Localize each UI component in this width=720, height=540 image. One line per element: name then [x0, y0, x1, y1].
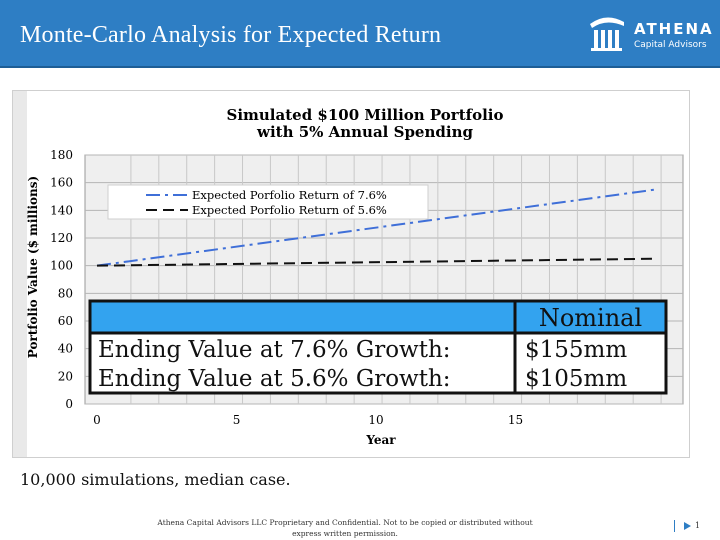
disclaimer-line-1: Athena Capital Advisors LLC Proprietary …	[157, 518, 533, 527]
header-bar: Monte-Carlo Analysis for Expected Return…	[0, 0, 720, 66]
logo-subtitle: Capital Advisors	[634, 40, 707, 50]
disclaimer-line-2: express written permission.	[292, 529, 398, 538]
series-5-6-line	[96, 257, 656, 267]
caption: 10,000 simulations, median case.	[20, 470, 291, 489]
series-7-6-line	[96, 188, 656, 267]
legend-entry: Expected Porfolio Return of 5.6%	[192, 203, 387, 217]
y-tick-label: 160	[50, 176, 73, 190]
y-tick-label: 60	[58, 314, 73, 328]
nominal-row-label: Ending Value at 7.6% Growth:	[98, 337, 451, 363]
nominal-table-header: Nominal	[539, 304, 642, 332]
nominal-row-label: Ending Value at 5.6% Growth:	[98, 366, 451, 392]
slide-title: Monte-Carlo Analysis for Expected Return	[20, 22, 442, 48]
athena-logo: ATHENA Capital Advisors	[584, 14, 714, 56]
y-tick-label: 140	[50, 203, 73, 217]
x-tick-label: 0	[93, 413, 101, 427]
y-axis-label: Portfolio Value ($ millions)	[26, 176, 40, 358]
y-tick-label: 20	[58, 369, 73, 383]
y-tick-label: 180	[50, 148, 73, 162]
nominal-row-value: $155mm	[525, 337, 627, 363]
column-logo-icon	[590, 17, 624, 51]
y-tick-label: 80	[58, 286, 73, 300]
x-axis-label: Year	[365, 433, 396, 447]
nominal-row-value: $105mm	[525, 366, 627, 392]
y-tick-label: 0	[65, 397, 73, 411]
x-tick-label: 5	[233, 413, 241, 427]
chart-legend	[107, 184, 429, 220]
footer-divider	[674, 520, 675, 532]
chart-title: Simulated $100 Million Portfolio	[227, 106, 504, 124]
page-number: 1	[695, 521, 701, 530]
nominal-table-header-band	[91, 302, 665, 333]
y-tick-label: 120	[50, 231, 73, 245]
y-tick-label: 40	[58, 342, 73, 356]
disclaimer: Athena Capital Advisors LLC Proprietary …	[130, 517, 560, 539]
next-arrow-icon	[684, 522, 691, 530]
x-tick-label: 10	[368, 413, 383, 427]
line-chart: Simulated $100 Million Portfolio with 5%…	[26, 106, 684, 447]
chart-frame: Simulated $100 Million Portfolio with 5%…	[12, 90, 690, 458]
chart-subtitle: with 5% Annual Spending	[256, 123, 473, 141]
x-tick-label: 15	[508, 413, 523, 427]
legend-entry: Expected Porfolio Return of 7.6%	[192, 188, 387, 202]
logo-name: ATHENA	[634, 20, 714, 38]
header-rule	[0, 66, 720, 68]
y-tick-label: 100	[50, 259, 73, 273]
